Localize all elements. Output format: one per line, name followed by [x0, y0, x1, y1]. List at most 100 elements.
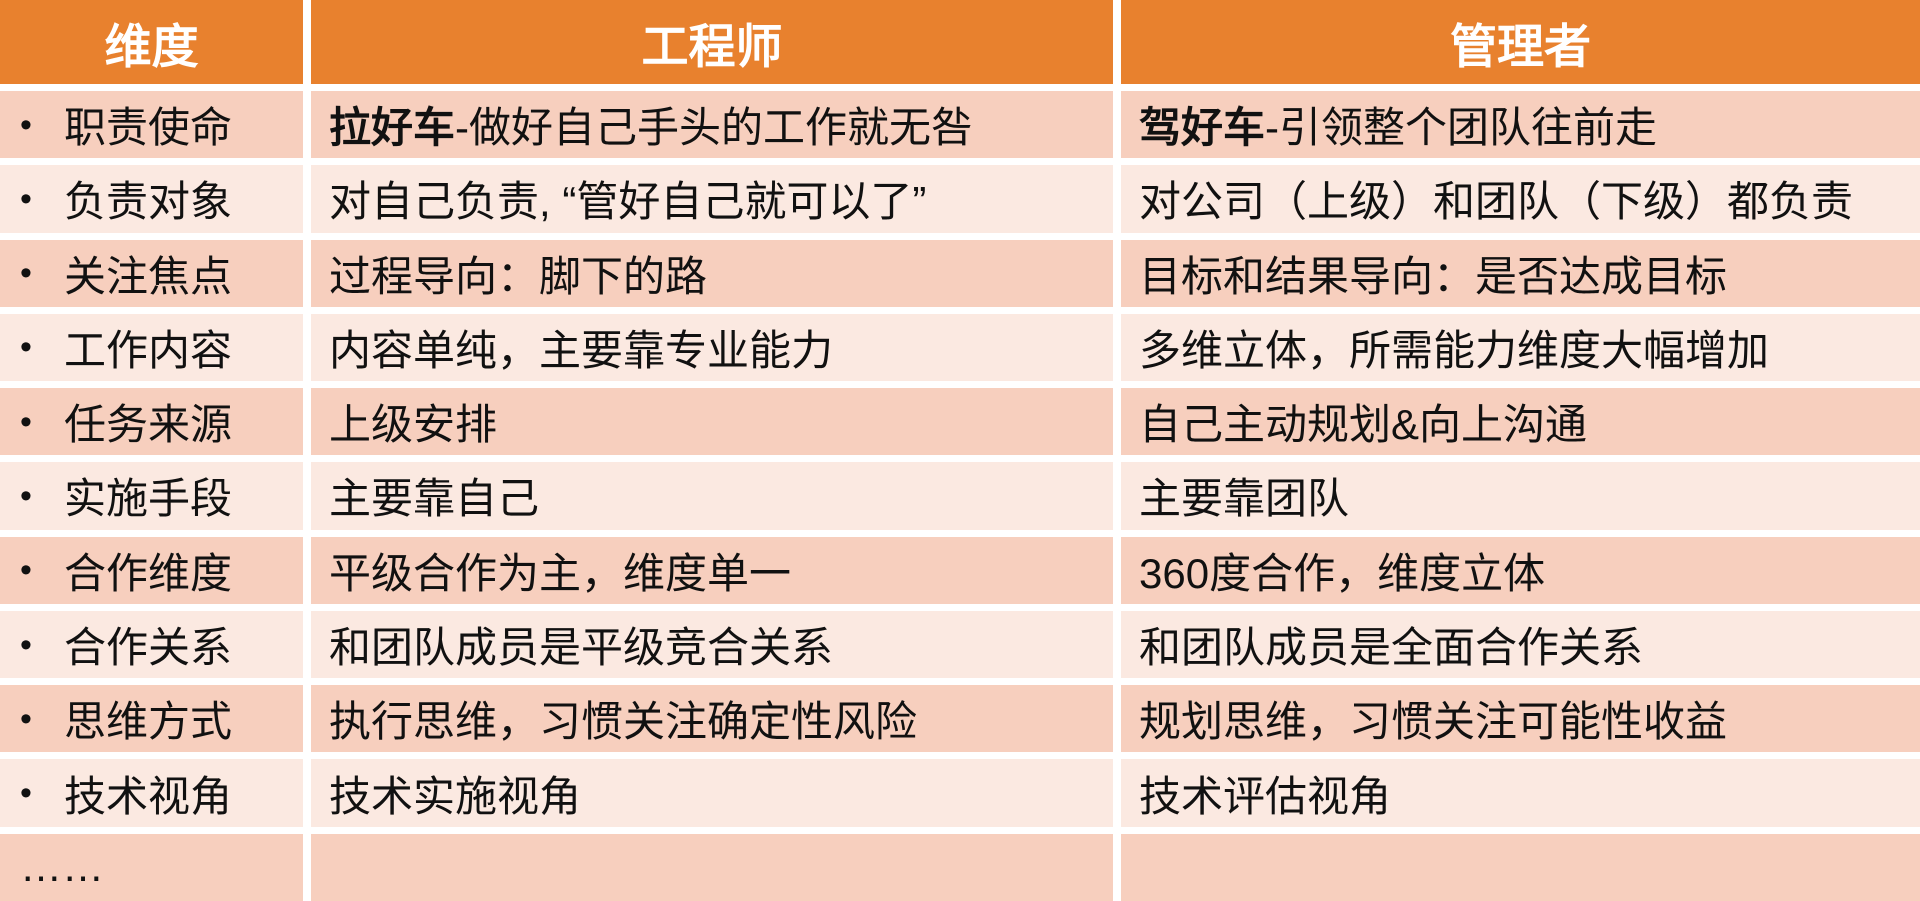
manager-cell: 驾好车-引领整个团队往前走	[1121, 91, 1920, 159]
engineer-lead-bold: 拉好车	[329, 104, 456, 152]
manager-text: 目标和结果导向：是否达成目标	[1139, 252, 1728, 300]
dimension-cell: • 思维方式	[0, 685, 303, 753]
dimension-label: 技术视角	[64, 772, 233, 820]
manager-cell: 自己主动规划&向上沟通	[1121, 388, 1920, 456]
engineer-text: 和团队成员是平级竞合关系	[329, 624, 834, 672]
engineer-value: 平级合作为主，维度单一	[329, 540, 791, 601]
manager-text: 技术评估视角	[1139, 772, 1392, 820]
bullet-icon: •	[20, 625, 32, 664]
engineer-cell: 平级合作为主，维度单一	[311, 536, 1113, 604]
dimension-label: 合作关系	[64, 624, 233, 672]
manager-cell: 技术评估视角	[1121, 759, 1920, 827]
dimension-label: ……	[20, 843, 104, 891]
engineer-value: 和团队成员是平级竞合关系	[329, 614, 833, 675]
engineer-text: -做好自己手头的工作就无咎	[455, 104, 974, 152]
dimension-label: 职责使命	[64, 104, 233, 152]
bullet-icon: •	[20, 179, 32, 218]
manager-text: 对公司（上级）和团队（下级）都负责	[1139, 178, 1854, 226]
engineer-cell: 和团队成员是平级竞合关系	[311, 610, 1113, 679]
engineer-value: 主要靠自己	[329, 465, 539, 526]
engineer-cell: 过程导向：脚下的路	[311, 239, 1113, 307]
manager-lead-bold: 驾好车	[1139, 104, 1266, 152]
manager-cell: 360度合作，维度立体	[1121, 536, 1920, 604]
manager-cell: 规划思维，习惯关注可能性收益	[1121, 685, 1920, 753]
manager-value: 规划思维，习惯关注可能性收益	[1139, 688, 1727, 749]
manager-cell: 和团队成员是全面合作关系	[1121, 610, 1920, 679]
engineer-cell	[311, 833, 1113, 901]
engineer-cell: 拉好车-做好自己手头的工作就无咎	[311, 91, 1113, 159]
dimension-label: 负责对象	[64, 178, 233, 226]
header-cell-dimension: 维度	[0, 0, 303, 84]
dimension-cell: • 工作内容	[0, 313, 303, 382]
manager-text: 360度合作，维度立体	[1139, 549, 1546, 597]
manager-value: 驾好车-引领整个团队往前走	[1139, 94, 1657, 155]
dimension-cell: • 合作关系	[0, 610, 303, 679]
dimension-label: 思维方式	[64, 698, 233, 746]
bullet-icon: •	[20, 105, 32, 144]
manager-value: 目标和结果导向：是否达成目标	[1139, 243, 1727, 304]
engineer-text: 执行思维，习惯关注确定性风险	[329, 698, 918, 746]
manager-text: 规划思维，习惯关注可能性收益	[1139, 698, 1728, 746]
bullet-icon: •	[20, 774, 32, 813]
engineer-cell: 执行思维，习惯关注确定性风险	[311, 685, 1113, 753]
engineer-text: 主要靠自己	[329, 475, 540, 523]
engineer-cell: 上级安排	[311, 388, 1113, 456]
dimension-cell: • 职责使命	[0, 91, 303, 159]
manager-text: 多维立体，所需能力维度大幅增加	[1139, 326, 1770, 374]
dimension-cell: • 任务来源	[0, 388, 303, 456]
engineer-cell: 主要靠自己	[311, 462, 1113, 530]
manager-text: -引领整个团队往前走	[1265, 104, 1658, 152]
header-cell-manager: 管理者	[1121, 0, 1920, 84]
engineer-text: 内容单纯，主要靠专业能力	[329, 326, 834, 374]
dimension-label: 工作内容	[64, 326, 233, 374]
engineer-value: 拉好车-做好自己手头的工作就无咎	[329, 94, 973, 155]
dimension-cell: • 合作维度	[0, 536, 303, 604]
manager-value: 技术评估视角	[1139, 763, 1391, 824]
manager-cell: 目标和结果导向：是否达成目标	[1121, 239, 1920, 307]
manager-text: 自己主动规划&向上沟通	[1139, 401, 1588, 449]
engineer-text: 平级合作为主，维度单一	[329, 549, 792, 597]
bullet-icon: •	[20, 328, 32, 367]
bullet-icon: •	[20, 402, 32, 441]
manager-cell: 对公司（上级）和团队（下级）都负责	[1121, 165, 1920, 233]
dimension-cell: • 实施手段	[0, 462, 303, 530]
dimension-cell: • 负责对象	[0, 165, 303, 233]
dimension-cell: • 关注焦点	[0, 239, 303, 307]
manager-value: 自己主动规划&向上沟通	[1139, 391, 1587, 452]
header-cell-engineer: 工程师	[311, 0, 1113, 84]
engineer-value: 执行思维，习惯关注确定性风险	[329, 688, 917, 749]
dimension-cell: ……	[0, 833, 303, 901]
dimension-cell: • 技术视角	[0, 759, 303, 827]
engineer-text: 技术实施视角	[329, 772, 582, 820]
bullet-icon: •	[20, 476, 32, 515]
dimension-label: 关注焦点	[64, 252, 233, 300]
engineer-value: 技术实施视角	[329, 763, 581, 824]
engineer-value: 上级安排	[329, 391, 497, 452]
manager-cell: 多维立体，所需能力维度大幅增加	[1121, 313, 1920, 382]
manager-cell	[1121, 833, 1920, 901]
dimension-label: 合作维度	[64, 549, 233, 597]
engineer-text: 对自己负责, “管好自己就可以了”	[329, 178, 927, 226]
dimension-label: 任务来源	[64, 401, 233, 449]
dimension-label: 实施手段	[64, 475, 233, 523]
engineer-value: 对自己负责, “管好自己就可以了”	[329, 168, 926, 229]
bullet-icon: •	[20, 551, 32, 590]
engineer-cell: 对自己负责, “管好自己就可以了”	[311, 165, 1113, 233]
engineer-cell: 技术实施视角	[311, 759, 1113, 827]
manager-cell: 主要靠团队	[1121, 462, 1920, 530]
engineer-value: 内容单纯，主要靠专业能力	[329, 317, 833, 378]
engineer-cell: 内容单纯，主要靠专业能力	[311, 313, 1113, 382]
engineer-text: 上级安排	[329, 401, 498, 449]
manager-value: 360度合作，维度立体	[1139, 540, 1545, 601]
manager-text: 主要靠团队	[1139, 475, 1350, 523]
bullet-icon: •	[20, 699, 32, 738]
manager-text: 和团队成员是全面合作关系	[1139, 624, 1644, 672]
engineer-value: 过程导向：脚下的路	[329, 243, 707, 304]
manager-value: 对公司（上级）和团队（下级）都负责	[1139, 168, 1853, 229]
manager-value: 多维立体，所需能力维度大幅增加	[1139, 317, 1769, 378]
manager-value: 主要靠团队	[1139, 465, 1349, 526]
bullet-icon: •	[20, 254, 32, 293]
engineer-text: 过程导向：脚下的路	[329, 252, 708, 300]
manager-value: 和团队成员是全面合作关系	[1139, 614, 1643, 675]
